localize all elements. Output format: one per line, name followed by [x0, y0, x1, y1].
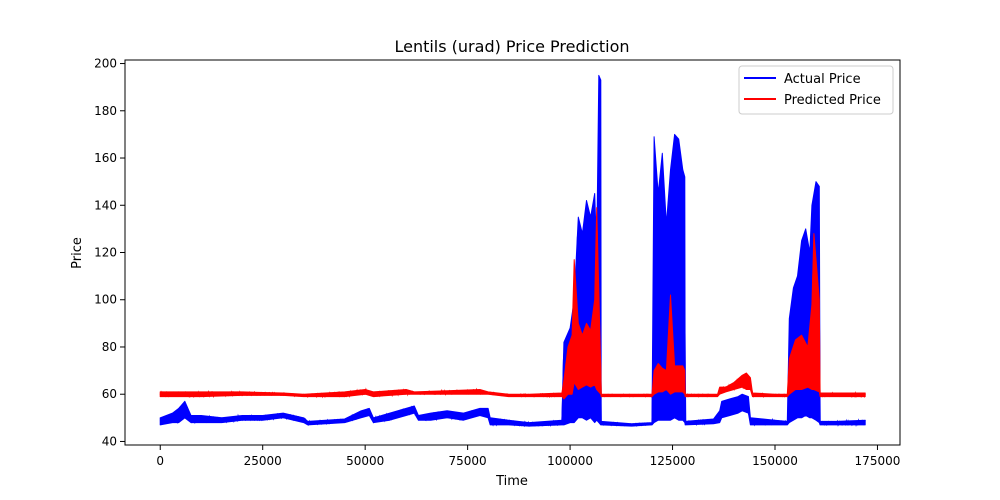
- x-tick-label: 100000: [547, 454, 593, 468]
- x-tick-label: 50000: [346, 454, 384, 468]
- legend-label-predicted-price: Predicted Price: [784, 93, 881, 108]
- series-line-1: [159, 230, 866, 399]
- x-tick-label: 175000: [855, 454, 901, 468]
- series-band-0: [159, 74, 866, 427]
- legend-label-actual-price: Actual Price: [784, 72, 861, 87]
- x-tick-label: 25000: [244, 454, 282, 468]
- legend: Actual Price Predicted Price: [738, 65, 894, 115]
- y-tick-label: 80: [102, 340, 117, 354]
- x-tick-label: 0: [156, 454, 164, 468]
- plot-area-frame: [124, 59, 901, 446]
- x-tick-label: 150000: [752, 454, 798, 468]
- x-axis-ticks: 0 25000 50000 75000 100000 125000 150000 175000: [156, 445, 900, 468]
- legend-box: [738, 65, 894, 115]
- y-tick-label: 200: [94, 57, 117, 71]
- y-tick-label: 60: [102, 387, 117, 401]
- y-tick-label: 100: [94, 293, 117, 307]
- series-layer: [159, 74, 866, 428]
- y-tick-label: 180: [94, 104, 117, 118]
- series-line-0: [159, 151, 866, 428]
- series-band-1: [159, 207, 866, 400]
- y-tick-label: 40: [102, 434, 117, 448]
- chart-title: Lentils (urad) Price Prediction: [394, 37, 629, 56]
- x-tick-label: 75000: [449, 454, 487, 468]
- y-tick-label: 120: [94, 246, 117, 260]
- y-axis-ticks: 40 60 80 100 120 140 160 180 200: [94, 57, 125, 448]
- x-axis-label: Time: [495, 474, 528, 489]
- y-axis-label: Price: [70, 237, 85, 269]
- y-tick-label: 160: [94, 151, 117, 165]
- y-tick-label: 140: [94, 198, 117, 212]
- x-tick-label: 125000: [650, 454, 696, 468]
